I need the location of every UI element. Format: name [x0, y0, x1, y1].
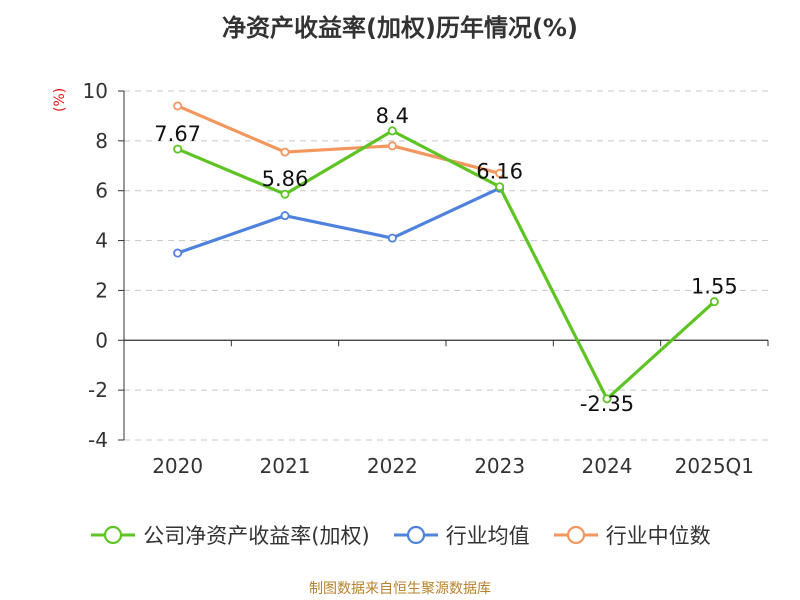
data-point	[280, 147, 290, 157]
legend-item[interactable]: 公司净资产收益率(加权)	[89, 520, 370, 550]
x-tick-label: 2024	[582, 454, 633, 478]
legend-item[interactable]: 行业中位数	[552, 520, 711, 550]
legend-marker-icon	[553, 525, 598, 545]
x-tick-label: 2023	[474, 454, 525, 478]
legend-item[interactable]: 行业均值	[392, 520, 530, 550]
data-point	[280, 211, 290, 221]
y-tick-label: 8	[95, 129, 108, 153]
y-tick-label: 2	[95, 278, 108, 302]
y-tick-label: 10	[83, 79, 108, 103]
data-point	[173, 144, 183, 154]
data-label: 8.4	[376, 104, 409, 128]
data-label: 6.16	[476, 160, 523, 184]
series-line	[177, 129, 716, 401]
data-point	[709, 297, 719, 307]
x-tick-label: 2021	[260, 454, 311, 478]
series-line	[177, 186, 501, 255]
data-label: -2.35	[580, 392, 634, 416]
y-tick-label: 0	[95, 328, 108, 352]
data-label: 5.86	[262, 167, 309, 191]
y-tick-label: 4	[95, 229, 108, 253]
legend-label: 行业均值	[445, 524, 530, 548]
data-point	[387, 126, 397, 136]
data-label: 1.55	[691, 275, 738, 299]
data-point	[173, 101, 183, 111]
legend-label: 行业中位数	[605, 524, 711, 548]
y-tick-label: -4	[88, 428, 108, 452]
source-footnote: 制图数据来自恒生聚源数据库	[309, 581, 491, 597]
x-tick-label: 2020	[152, 454, 203, 478]
legend-label: 公司净资产收益率(加权)	[143, 524, 370, 548]
chart-title: 净资产收益率(加权)历年情况(%)	[222, 14, 578, 42]
legend: 公司净资产收益率(加权) 行业均值 行业中位数	[0, 520, 800, 550]
data-point	[387, 141, 397, 151]
legend-marker-icon	[393, 525, 438, 545]
data-point	[173, 248, 183, 258]
x-tick-label: 2022	[367, 454, 418, 478]
data-point	[495, 168, 505, 178]
x-tick-label: 2025Q1	[675, 454, 754, 478]
y-tick-label: 6	[95, 179, 108, 203]
data-point	[495, 182, 505, 192]
data-point	[387, 233, 397, 243]
data-point	[280, 189, 290, 199]
legend-marker-icon	[91, 525, 136, 545]
data-label: 7.67	[154, 122, 201, 146]
y-tick-label: -2	[88, 378, 108, 402]
data-point	[602, 394, 612, 404]
